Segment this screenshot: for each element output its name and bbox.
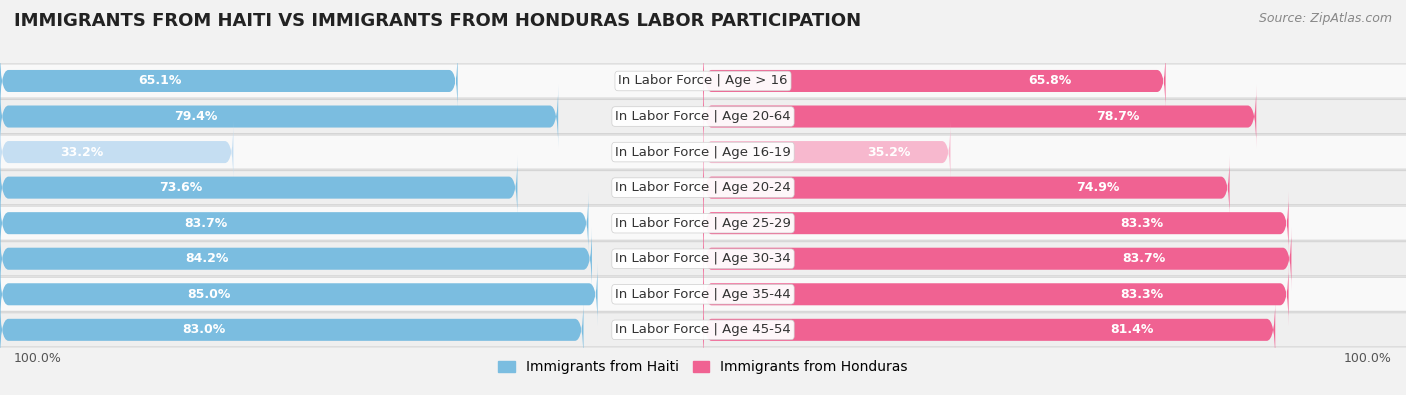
Text: IMMIGRANTS FROM HAITI VS IMMIGRANTS FROM HONDURAS LABOR PARTICIPATION: IMMIGRANTS FROM HAITI VS IMMIGRANTS FROM… (14, 12, 862, 30)
Text: 73.6%: 73.6% (159, 181, 202, 194)
FancyBboxPatch shape (703, 156, 1229, 219)
Text: 65.8%: 65.8% (1028, 75, 1071, 87)
Text: 78.7%: 78.7% (1097, 110, 1140, 123)
Text: 35.2%: 35.2% (868, 146, 910, 158)
Text: 74.9%: 74.9% (1076, 181, 1119, 194)
FancyBboxPatch shape (0, 85, 558, 148)
Text: In Labor Force | Age 25-29: In Labor Force | Age 25-29 (614, 217, 792, 229)
Text: 65.1%: 65.1% (139, 75, 181, 87)
Text: 81.4%: 81.4% (1111, 324, 1154, 336)
FancyBboxPatch shape (0, 135, 1406, 169)
FancyBboxPatch shape (0, 242, 1406, 276)
Text: In Labor Force | Age 16-19: In Labor Force | Age 16-19 (616, 146, 790, 158)
FancyBboxPatch shape (0, 49, 458, 113)
Text: In Labor Force | Age 20-64: In Labor Force | Age 20-64 (616, 110, 790, 123)
FancyBboxPatch shape (703, 192, 1289, 255)
FancyBboxPatch shape (703, 49, 1166, 113)
Text: 100.0%: 100.0% (1344, 352, 1392, 365)
FancyBboxPatch shape (0, 206, 1406, 240)
Text: 84.2%: 84.2% (186, 252, 229, 265)
Text: In Labor Force | Age 45-54: In Labor Force | Age 45-54 (616, 324, 790, 336)
FancyBboxPatch shape (703, 120, 950, 184)
Text: 83.7%: 83.7% (1122, 252, 1166, 265)
Text: Source: ZipAtlas.com: Source: ZipAtlas.com (1258, 12, 1392, 25)
Text: 83.0%: 83.0% (183, 324, 226, 336)
FancyBboxPatch shape (0, 313, 1406, 347)
FancyBboxPatch shape (0, 120, 233, 184)
FancyBboxPatch shape (0, 298, 583, 361)
Text: In Labor Force | Age 20-24: In Labor Force | Age 20-24 (616, 181, 790, 194)
Text: 33.2%: 33.2% (60, 146, 103, 158)
FancyBboxPatch shape (0, 277, 1406, 311)
FancyBboxPatch shape (0, 64, 1406, 98)
Text: 83.3%: 83.3% (1121, 288, 1164, 301)
Text: In Labor Force | Age > 16: In Labor Force | Age > 16 (619, 75, 787, 87)
Text: 85.0%: 85.0% (187, 288, 231, 301)
Text: In Labor Force | Age 35-44: In Labor Force | Age 35-44 (616, 288, 790, 301)
FancyBboxPatch shape (0, 227, 592, 290)
Legend: Immigrants from Haiti, Immigrants from Honduras: Immigrants from Haiti, Immigrants from H… (492, 355, 914, 380)
FancyBboxPatch shape (703, 227, 1292, 290)
FancyBboxPatch shape (703, 298, 1275, 361)
Text: 83.3%: 83.3% (1121, 217, 1164, 229)
FancyBboxPatch shape (0, 100, 1406, 134)
FancyBboxPatch shape (0, 263, 598, 326)
Text: 100.0%: 100.0% (14, 352, 62, 365)
Text: In Labor Force | Age 30-34: In Labor Force | Age 30-34 (616, 252, 790, 265)
FancyBboxPatch shape (703, 85, 1257, 148)
Text: 79.4%: 79.4% (174, 110, 217, 123)
FancyBboxPatch shape (703, 263, 1289, 326)
Text: 83.7%: 83.7% (184, 217, 228, 229)
FancyBboxPatch shape (0, 156, 517, 219)
FancyBboxPatch shape (0, 192, 589, 255)
FancyBboxPatch shape (0, 171, 1406, 205)
